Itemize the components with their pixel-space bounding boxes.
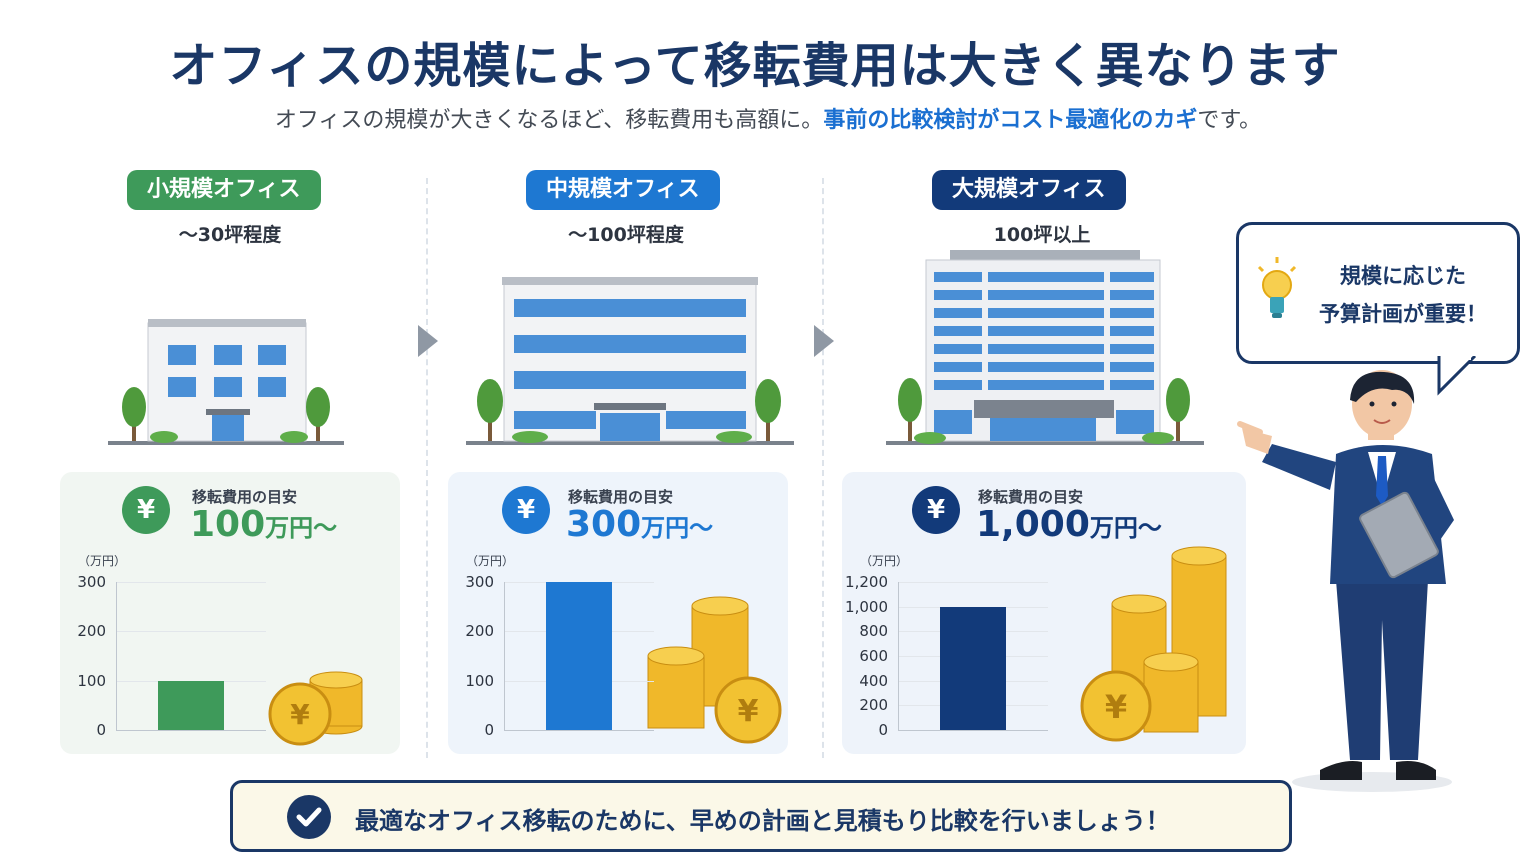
badge-medium-office: 中規模オフィス [526,170,720,210]
x-axis [504,730,654,731]
y-tick-label: 600 [859,647,888,665]
svg-text:¥: ¥ [738,694,759,729]
badge-large-office: 大規模オフィス [932,170,1126,210]
y-tick-label: 400 [859,671,888,690]
y-tick-label: 200 [859,696,888,715]
bubble-line2: 予算計画が重要！ [1319,302,1487,326]
bubble-tail [1437,356,1477,396]
y-tick-label: 0 [96,721,106,739]
badge-small-office: 小規模オフィス [127,170,321,210]
cost-card-medium: ¥ 移転費用の目安 300万円～ （万円） ¥ 300 200 100 0 [448,472,788,754]
x-axis [116,730,266,731]
page-subtitle: オフィスの規模が大きくなるほど、移転費用も高額に。事前の比較検討がコスト最適化の… [0,102,1536,134]
cost-value: 100万円～ [190,504,337,545]
cost-number: 100 [190,504,266,545]
svg-text:¥: ¥ [1105,688,1127,726]
y-tick-label: 100 [77,671,106,690]
cost-suffix: 万円～ [641,514,714,542]
y-tick-label: 200 [77,622,106,641]
cost-suffix: 万円～ [1089,514,1162,542]
bubble-text: 規模に応じた 予算計画が重要！ [1303,257,1503,333]
y-tick-label: 0 [878,721,888,739]
chart-unit: （万円） [466,554,515,568]
y-tick-label: 200 [465,622,494,641]
arrow-right-icon [418,325,438,357]
cost-label: 移転費用の目安 [192,488,298,506]
subtitle-highlight: 事前の比較検討がコスト最適化のカギ [823,108,1198,133]
cost-number: 300 [566,504,642,545]
yen-icon: ¥ [502,486,550,534]
page-title: オフィスの規模によって移転費用は大きく異なります [169,38,1341,94]
grid-line [116,631,266,633]
cost-label: 移転費用の目安 [568,488,674,506]
footer-banner: 最適なオフィス移転のために、早めの計画と見積もり比較を行いましょう！ [230,780,1292,852]
y-axis [504,582,505,730]
large-building-icon [886,250,1204,445]
bubble-line1: 規模に応じた [1340,264,1466,288]
yen-icon: ¥ [912,486,960,534]
y-axis [898,582,899,730]
businessman-illustration [1237,370,1454,792]
y-axis [116,582,117,730]
column-divider [822,178,824,758]
y-tick-label: 300 [465,573,494,591]
speech-bubble: 規模に応じた 予算計画が重要！ [1236,222,1520,396]
column-divider [426,178,428,758]
cost-bar [546,582,612,730]
subtitle-part2: です。 [1197,108,1262,133]
y-tick-label: 100 [465,671,494,690]
svg-text:¥: ¥ [290,698,310,731]
office-size-small: ～30坪程度 [178,224,282,246]
cost-value: 1,000万円～ [976,504,1162,545]
cost-card-large: ¥ 移転費用の目安 1,000万円～ （万円） ¥ 1,200 1,000 800 6… [842,472,1246,754]
coin-stack-icon: ¥ [647,596,782,744]
check-icon [287,795,331,839]
grid-line [116,582,266,583]
coin-stack-icon: ¥ [268,671,363,746]
y-tick-label: 1,000 [845,597,888,616]
medium-building-icon [466,277,794,445]
footer-text: 最適なオフィス移転のために、早めの計画と見積もり比較を行いましょう！ [355,807,1170,835]
small-building-icon [108,319,344,445]
chart-unit: （万円） [78,554,127,568]
cost-card-small: ¥ 移転費用の目安 100万円～ （万円） ¥ 300 200 100 0 [60,472,400,754]
office-size-large: 100坪以上 [993,224,1091,246]
chart-unit: （万円） [860,554,909,568]
arrow-right-icon [814,325,834,357]
cost-bar [158,680,224,730]
coin-stack-icon: ¥ [1080,546,1227,742]
y-tick-label: 0 [484,721,494,739]
x-axis [898,730,1048,731]
lightbulb-icon [1257,257,1297,318]
yen-icon: ¥ [122,486,170,534]
grid-line [898,582,1048,583]
cost-bar [940,606,1006,730]
office-size-medium: ～100坪程度 [568,224,684,246]
y-tick-label: 300 [77,573,106,591]
cost-suffix: 万円～ [265,514,338,542]
subtitle-part1: オフィスの規模が大きくなるほど、移転費用も高額に。 [274,108,824,133]
y-tick-label: 800 [859,622,888,641]
cost-value: 300万円～ [566,504,713,545]
cost-label: 移転費用の目安 [978,488,1084,506]
y-tick-label: 1,200 [845,573,888,591]
cost-number: 1,000 [976,504,1090,545]
